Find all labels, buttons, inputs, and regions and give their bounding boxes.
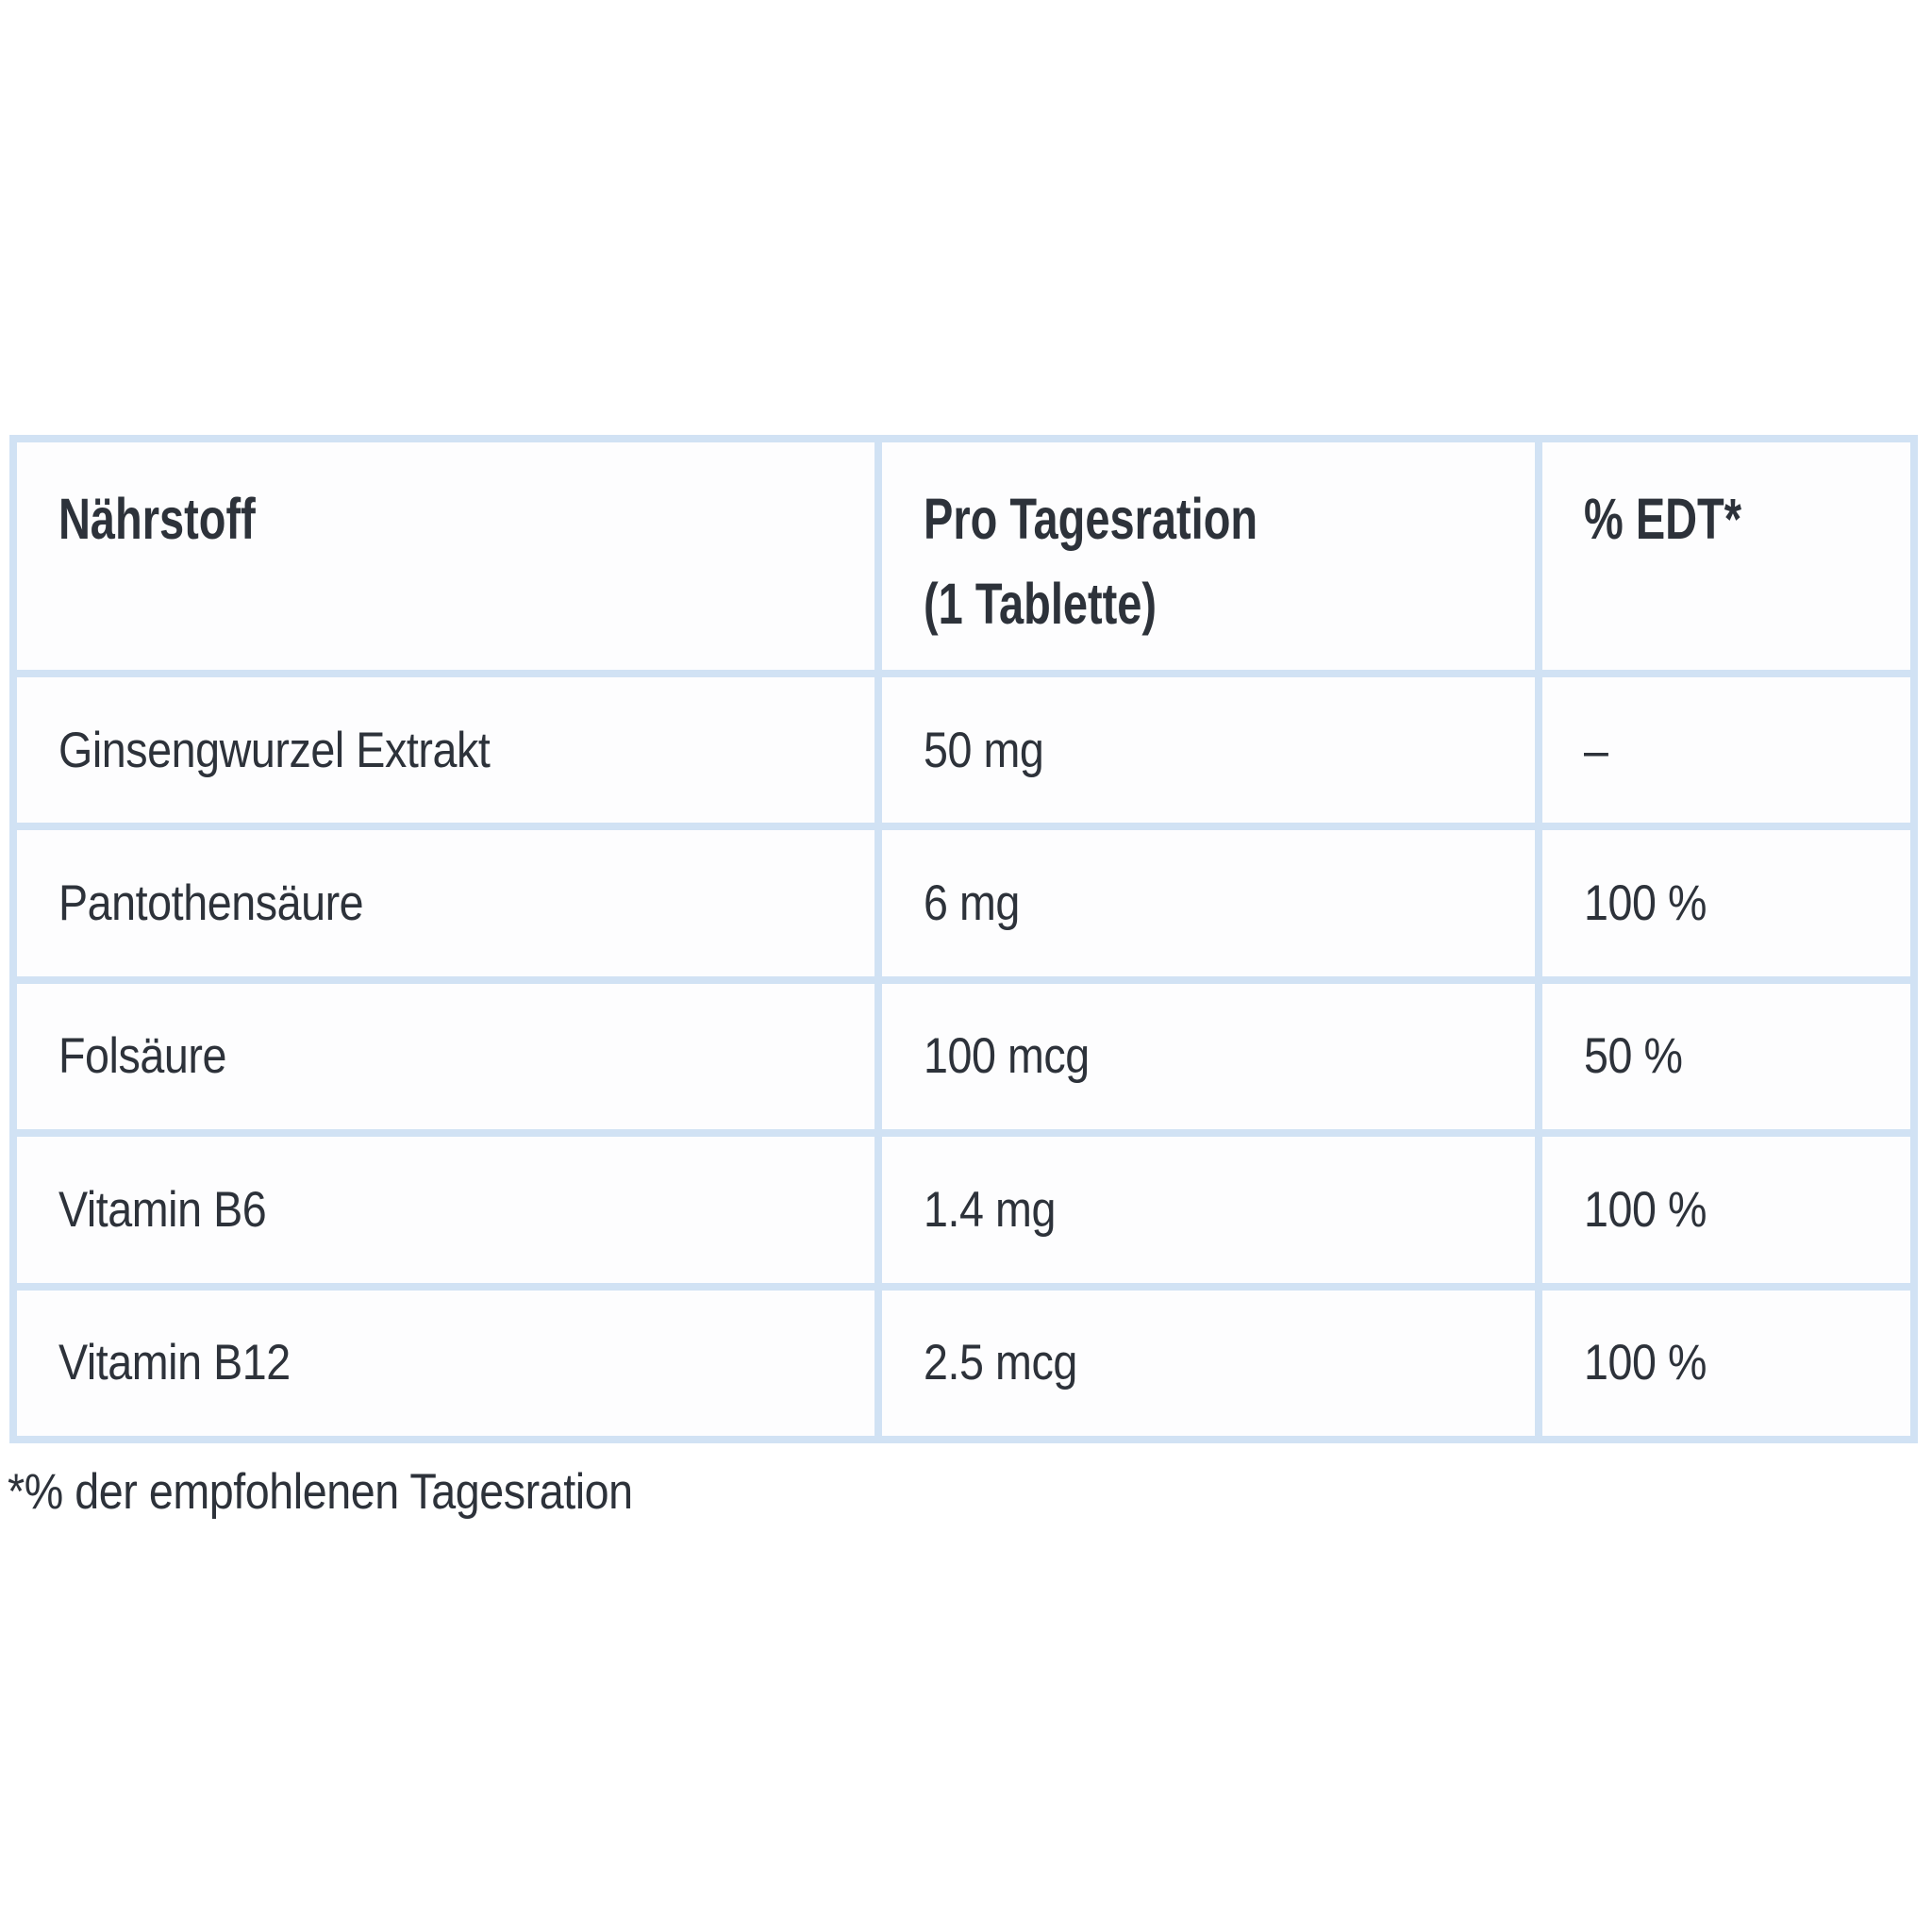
header-label-nutrient: Nährstoff (58, 487, 256, 551)
amount-value: 6 mg (924, 875, 1020, 932)
header-label-percent-edt: % EDT* (1584, 487, 1742, 551)
cell-percent-edt: 100 % (1542, 1290, 1910, 1436)
amount-value: 50 mg (924, 722, 1044, 778)
cell-nutrient: Ginsengwurzel Extrakt (17, 677, 874, 824)
header-cell-percent-edt: % EDT* (1542, 442, 1910, 670)
cell-percent-edt: 50 % (1542, 983, 1910, 1130)
cell-per-daily-ration: 100 mcg (882, 983, 1535, 1130)
cell-nutrient: Vitamin B6 (17, 1137, 874, 1283)
cell-nutrient: Vitamin B12 (17, 1290, 874, 1436)
cell-per-daily-ration: 6 mg (882, 830, 1535, 976)
nutrient-name: Pantothensäure (58, 875, 364, 932)
edt-value: – (1584, 722, 1608, 778)
cell-per-daily-ration: 1.4 mg (882, 1137, 1535, 1283)
nutrient-name: Folsäure (58, 1028, 226, 1085)
header-label-per-daily-ration-line2: (1 Tablette) (924, 572, 1158, 636)
cell-percent-edt: 100 % (1542, 1137, 1910, 1283)
cell-nutrient: Folsäure (17, 983, 874, 1130)
amount-value: 100 mcg (924, 1028, 1090, 1085)
amount-value: 2.5 mcg (924, 1335, 1077, 1391)
footnote: *% der empfohlenen Tagesration (8, 1457, 718, 1528)
cell-percent-edt: 100 % (1542, 830, 1910, 976)
header-label-per-daily-ration-line1: Pro Tagesration (924, 487, 1258, 551)
cell-nutrient: Pantothensäure (17, 830, 874, 976)
footnote-text: *% der empfohlenen Tagesration (8, 1464, 633, 1520)
nutrient-name: Vitamin B6 (58, 1181, 267, 1238)
header-cell-per-daily-ration: Pro Tagesration (1 Tablette) (882, 442, 1535, 670)
cell-per-daily-ration: 50 mg (882, 677, 1535, 824)
nutrient-name: Vitamin B12 (58, 1335, 291, 1391)
edt-value: 100 % (1584, 1335, 1707, 1391)
amount-value: 1.4 mg (924, 1181, 1056, 1238)
edt-value: 100 % (1584, 1181, 1707, 1238)
nutrition-table: Nährstoff Pro Tagesration (1 Tablette) %… (9, 435, 1918, 1443)
edt-value: 100 % (1584, 875, 1707, 932)
nutrient-name: Ginsengwurzel Extrakt (58, 722, 491, 778)
header-cell-nutrient: Nährstoff (17, 442, 874, 670)
cell-per-daily-ration: 2.5 mcg (882, 1290, 1535, 1436)
edt-value: 50 % (1584, 1028, 1683, 1085)
cell-percent-edt: – (1542, 677, 1910, 824)
